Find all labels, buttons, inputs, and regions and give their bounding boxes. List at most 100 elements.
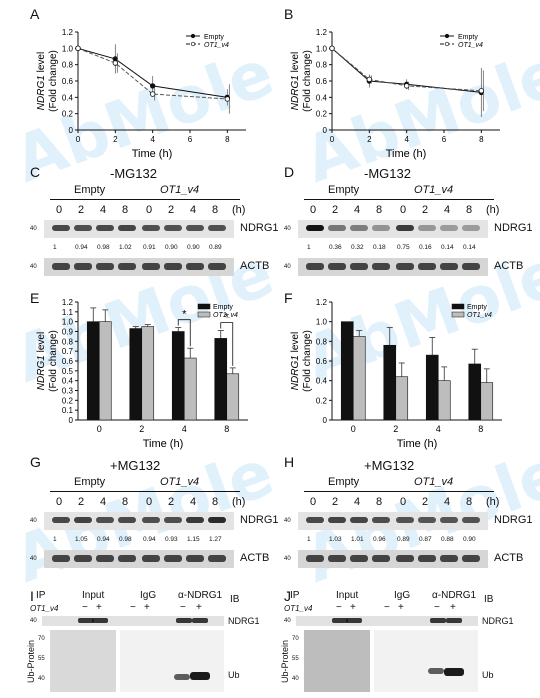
x-tick-label: 2 <box>393 424 398 434</box>
band-ndrg1 <box>74 517 92 523</box>
ip-panel-i: IP Input IgG α-NDRG1 IB OT1_v4− + − + − +40 NDRG1 Ub… <box>26 590 280 696</box>
significance-bracket <box>220 322 234 366</box>
panel-letter-a: A <box>30 6 40 22</box>
band-label-actb: ACTB <box>494 260 524 272</box>
timepoint-label: 2 <box>168 204 175 216</box>
band-ndrg1 <box>446 618 462 623</box>
y-tick-label: 0.2 <box>62 110 74 119</box>
band-ndrg1 <box>176 618 192 623</box>
blot-title: +MG132 <box>110 458 161 473</box>
band-ub <box>444 668 464 676</box>
y-axis-label-2: (Fold change) <box>302 50 313 112</box>
band-label-ndrg1: NDRG1 <box>228 616 260 626</box>
band-ndrg1 <box>396 517 414 523</box>
band-label-actb: ACTB <box>240 260 270 272</box>
timepoint-label: 8 <box>466 204 473 216</box>
band-actb <box>142 555 160 562</box>
timepoint-label: 4 <box>444 496 451 508</box>
band-ndrg1 <box>328 517 346 523</box>
y-tick-label: 0.8 <box>62 337 74 346</box>
band-actb <box>74 263 92 270</box>
band-ndrg1 <box>440 225 458 231</box>
bar <box>425 354 439 421</box>
significance-bracket <box>177 319 191 347</box>
quant-value: 0.96 <box>373 536 386 543</box>
bar <box>340 321 354 421</box>
ip-strip-ip <box>374 630 478 692</box>
lane-sign: − <box>434 602 440 613</box>
significance-star: * <box>225 312 230 324</box>
x-tick-label: 6 <box>442 135 447 144</box>
x-tick-label: 4 <box>150 135 155 144</box>
timepoint-label: 8 <box>212 204 219 216</box>
lane-sign: + <box>398 602 404 613</box>
x-tick-label: 4 <box>436 424 441 434</box>
mw-marker: 40 <box>284 264 291 270</box>
data-point <box>403 83 410 89</box>
lane-sign: − <box>130 602 136 613</box>
group-label-ot1: OT1_v4 <box>414 184 454 196</box>
band-actb <box>96 555 114 562</box>
ib-label: IB <box>230 594 240 605</box>
mw-marker: 55 <box>292 656 299 662</box>
quant-value: 0.75 <box>397 244 410 251</box>
band-ndrg1 <box>192 618 208 623</box>
blot-panel-c: -MG132 Empty OT1_v4 0 2 4 8 0 2 4 8 (h) 40 NDRG1 1 0.94… <box>30 166 280 286</box>
band-ndrg1 <box>372 517 390 523</box>
legend-swatch <box>197 311 211 318</box>
quant-value: 0.98 <box>97 244 110 251</box>
y-tick-label: 0.8 <box>316 61 328 70</box>
quant-value: 0.89 <box>209 244 222 251</box>
y-tick-label: 1.1 <box>62 308 74 317</box>
y-axis-label-gene: NDRG1 <box>290 75 301 110</box>
x-tick-label: 8 <box>224 424 229 434</box>
side-label-ub-protein: Ub-Protein <box>26 639 36 683</box>
data-point <box>112 60 119 66</box>
blot-strip-actb <box>44 550 234 568</box>
band-ndrg1 <box>462 225 480 231</box>
legend-marker <box>444 33 450 39</box>
blot-title: +MG132 <box>364 458 415 473</box>
lane-sign: + <box>196 602 202 613</box>
y-tick-label: 0 <box>69 416 74 425</box>
y-tick-label: 0 <box>323 126 328 135</box>
band-ndrg1 <box>372 225 390 231</box>
data-point <box>329 45 335 52</box>
ot1-label: OT1_v4 <box>30 604 59 613</box>
quant-value: 0.94 <box>143 536 156 543</box>
x-tick-label: 4 <box>182 424 187 434</box>
group-label-ot1: OT1_v4 <box>160 476 200 488</box>
mw-marker: 40 <box>284 618 291 624</box>
y-tick-label: 1.2 <box>316 298 328 307</box>
band-actb <box>440 263 458 270</box>
time-unit-label: (h) <box>232 204 246 216</box>
ip-strip-input <box>50 630 116 692</box>
blot-panel-g: +MG132 Empty OT1_v4 0 2 4 8 0 2 4 8 (h) 40 NDRG1 1 1.05… <box>30 458 280 578</box>
band-actb <box>350 263 368 270</box>
quant-value: 0.87 <box>419 536 432 543</box>
series-line <box>331 47 482 92</box>
band-ndrg1 <box>96 225 114 231</box>
band-ndrg1 <box>350 517 368 523</box>
ip-strip-ndrg1 <box>296 616 478 626</box>
band-label-ndrg1: NDRG1 <box>240 222 279 234</box>
bar-chart-f: 0 0.2 0.4 0.6 0.8 1.0 1.2 0 2 4 8 Time (h) NDRG1 lev… <box>290 298 502 450</box>
group-label-ot1: OT1_v4 <box>160 184 200 196</box>
band-label-ndrg1: NDRG1 <box>240 514 279 526</box>
quant-value: 0.93 <box>165 536 178 543</box>
band-actb <box>372 263 390 270</box>
mw-marker: 40 <box>30 618 37 624</box>
band-actb <box>306 555 324 562</box>
blot-panel-d: -MG132 Empty OT1_v4 0 2 4 8 0 2 4 8 (h) 40 NDRG1 1 0.36… <box>284 166 534 286</box>
x-tick-label: 8 <box>478 424 483 434</box>
line-chart-a: 0 0.2 0.4 0.6 0.8 1.0 1.2 0 2 4 6 8 Time (h) NDRG1 le… <box>36 28 246 160</box>
data-point <box>149 83 156 89</box>
quant-value: 0.18 <box>373 244 386 251</box>
timepoint-label: 0 <box>310 496 317 508</box>
band-ndrg1 <box>208 225 226 231</box>
quant-value: 1.03 <box>329 536 342 543</box>
panel-letter-c: C <box>30 164 41 180</box>
mw-marker: 40 <box>30 556 37 562</box>
data-point <box>478 88 485 94</box>
band-label-ub: Ub <box>228 670 240 680</box>
